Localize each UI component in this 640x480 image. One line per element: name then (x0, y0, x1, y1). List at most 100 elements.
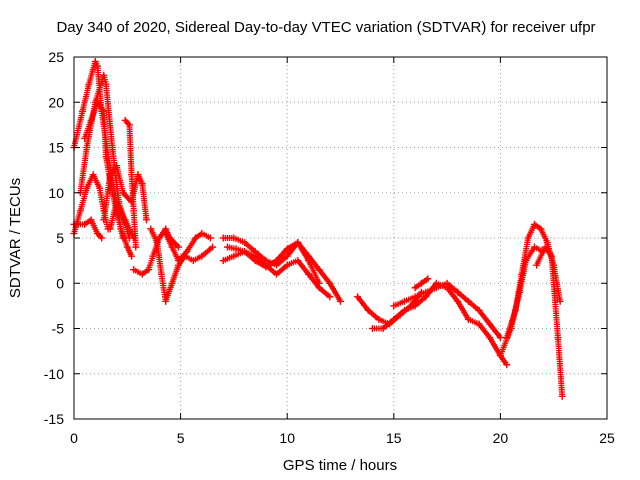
data-point (162, 229, 170, 237)
data-point (315, 266, 323, 274)
data-point (130, 207, 138, 215)
data-point (379, 325, 387, 332)
x-tick-label: 10 (279, 430, 295, 446)
data-point (422, 288, 430, 296)
x-tick-label: 5 (177, 430, 185, 446)
data-point (548, 252, 556, 260)
data-point (305, 270, 313, 278)
series-arc-2 (76, 71, 133, 242)
y-tick-label: 5 (56, 230, 64, 246)
data-point (147, 225, 155, 233)
data-point (183, 248, 191, 256)
data-point (100, 107, 108, 115)
data-point (113, 198, 121, 206)
data-point (230, 234, 238, 242)
data-point (524, 234, 532, 242)
data-point (93, 62, 101, 70)
data-point (390, 315, 398, 323)
data-point (411, 293, 419, 301)
data-point (241, 248, 249, 256)
data-point (464, 297, 472, 305)
x-tick-labels: 0 5 10 15 20 25 (70, 430, 615, 446)
data-point (219, 234, 227, 242)
data-point (496, 334, 504, 342)
data-point (400, 306, 408, 314)
data-point (273, 257, 281, 265)
data-point (315, 279, 323, 287)
data-point (554, 334, 562, 342)
data-point (123, 243, 131, 251)
plus-markers (533, 244, 566, 400)
data-point (108, 144, 116, 151)
data-point (390, 302, 398, 310)
data-point (83, 144, 91, 151)
data-point (541, 243, 549, 251)
data-point (142, 216, 150, 224)
series-arc-18 (411, 275, 432, 292)
y-tick-label: 10 (48, 185, 64, 201)
data-point (411, 302, 419, 310)
data-point (134, 171, 142, 179)
data-point (232, 245, 240, 253)
data-point (368, 325, 376, 332)
data-point (98, 234, 106, 242)
data-point (138, 180, 146, 188)
data-point (354, 293, 362, 301)
data-point (130, 266, 138, 274)
data-point (486, 320, 494, 328)
data-point (432, 284, 440, 292)
axis-ticks (73, 56, 608, 420)
data-point (305, 257, 313, 265)
data-point (400, 297, 408, 305)
data-point (533, 261, 541, 269)
data-point (87, 116, 95, 124)
data-point (102, 153, 110, 161)
data-point (145, 266, 153, 274)
data-point (464, 315, 472, 323)
y-tick-label: 15 (48, 140, 64, 156)
data-point (83, 184, 91, 192)
data-point (503, 361, 511, 369)
data-point (224, 243, 232, 251)
data-point (496, 352, 504, 360)
plus-markers (224, 239, 323, 287)
data-point (79, 107, 87, 115)
data-point (241, 239, 249, 247)
data-point (411, 284, 419, 292)
data-point (531, 243, 539, 251)
data-point (418, 279, 426, 287)
data-point (168, 279, 176, 287)
data-point (93, 229, 101, 237)
data-point (100, 216, 108, 224)
data-point (138, 270, 146, 278)
data-point (96, 184, 104, 192)
data-point (543, 239, 551, 247)
data-point (219, 257, 227, 265)
data-point (93, 98, 101, 106)
data-point (475, 306, 483, 314)
data-point (128, 252, 136, 260)
series-arc-14 (224, 239, 323, 287)
data-point (206, 234, 214, 242)
data-point (531, 220, 539, 228)
data-point (174, 243, 182, 251)
data-point (558, 392, 566, 400)
data-point (294, 257, 302, 265)
data-point (162, 297, 170, 305)
x-tick-label: 0 (70, 430, 78, 446)
data-point (198, 252, 206, 260)
data-point (209, 243, 217, 251)
data-point (117, 225, 125, 233)
y-tick-label: 25 (48, 49, 64, 65)
data-point (454, 297, 462, 305)
y-tick-label: -5 (52, 321, 65, 337)
data-point (337, 297, 344, 305)
data-point (149, 252, 157, 260)
data-point (76, 207, 84, 215)
data-point (454, 288, 462, 296)
series-arc-21 (533, 243, 566, 400)
x-axis-label: GPS time / hours (283, 457, 397, 474)
data-point (87, 216, 95, 224)
data-point (556, 297, 564, 305)
